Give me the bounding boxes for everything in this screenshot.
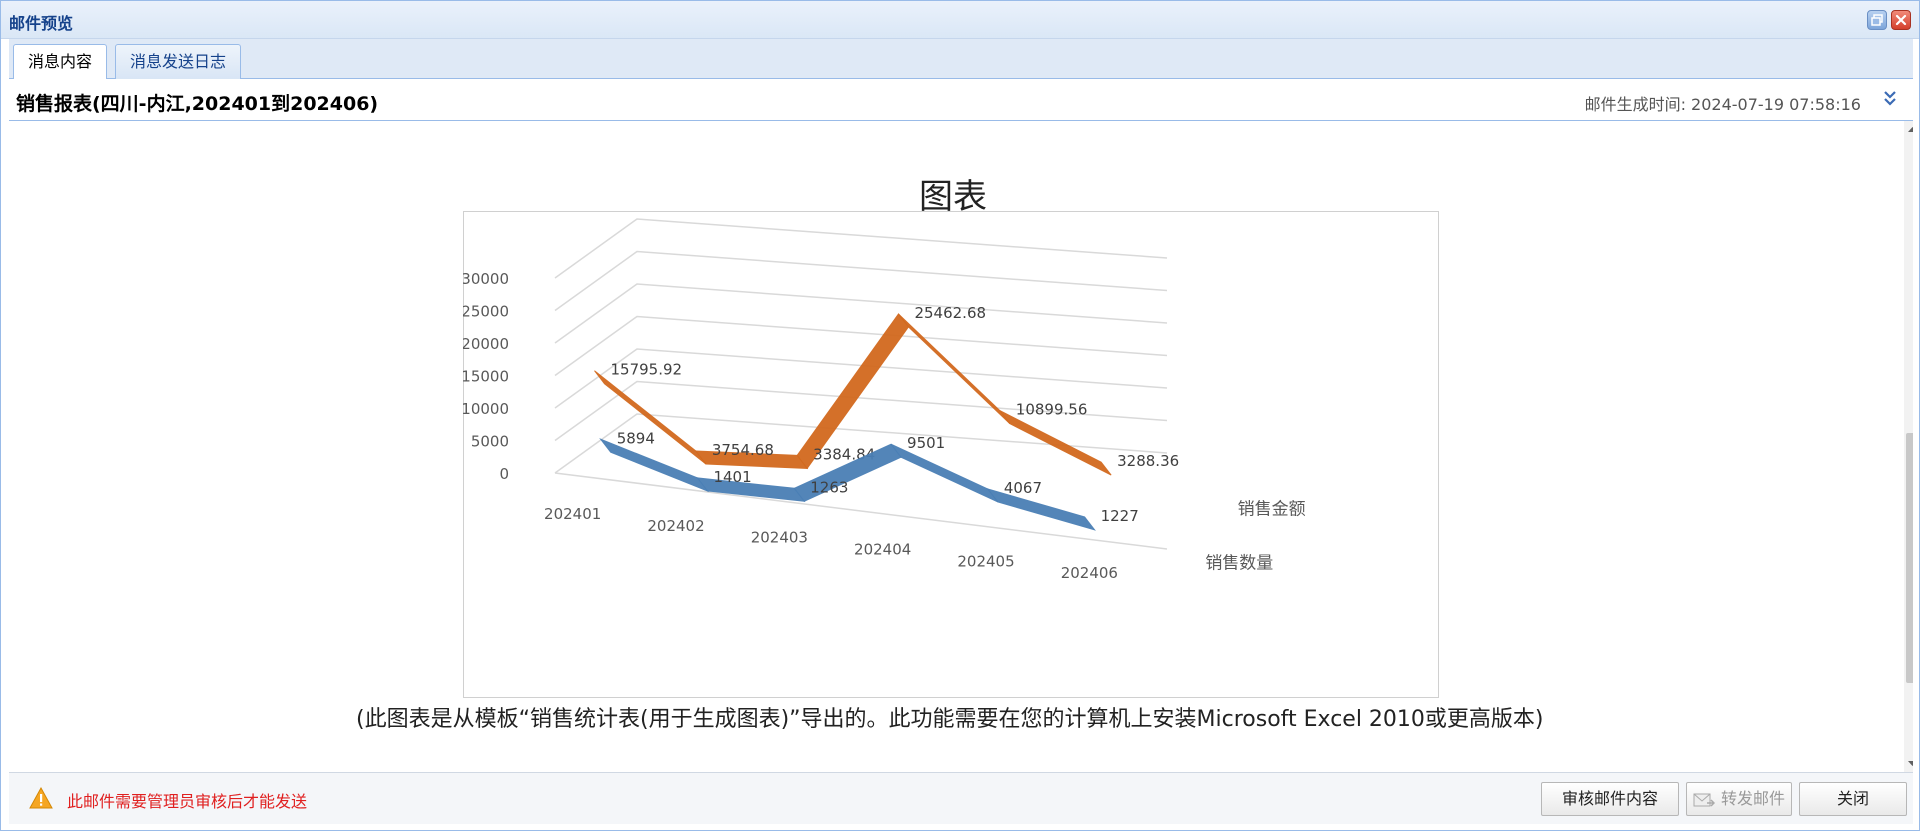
data-label: 3754.68 xyxy=(712,441,774,459)
tab-bar: 消息内容 消息发送日志 xyxy=(9,39,1913,81)
close-label: 关闭 xyxy=(1836,789,1869,808)
data-label: 3288.36 xyxy=(1117,452,1179,470)
chevron-double-down-icon[interactable] xyxy=(1881,89,1899,109)
sales-chart: 0 5000 10000 15000 20000 25000 30000 202401 2024… xyxy=(463,218,1306,582)
review-mail-button[interactable]: 审核邮件内容 xyxy=(1541,782,1679,816)
title-bar: 邮件预览 xyxy=(1,1,1919,39)
y-tick-label: 5000 xyxy=(471,433,509,451)
scroll-up-icon[interactable] xyxy=(1904,121,1913,138)
y-tick-label: 25000 xyxy=(463,303,509,321)
close-button[interactable]: 关闭 xyxy=(1799,782,1907,816)
y-tick-label: 10000 xyxy=(463,400,509,418)
close-icon xyxy=(1895,14,1907,26)
scroll-down-icon[interactable] xyxy=(1904,755,1913,772)
review-mail-label: 审核邮件内容 xyxy=(1561,789,1658,808)
gridline xyxy=(554,283,1168,344)
data-label: 5894 xyxy=(617,429,655,447)
footer-bar: 此邮件需要管理员审核后才能发送 审核邮件内容 转发邮件 关闭 xyxy=(9,772,1913,824)
close-window-button[interactable] xyxy=(1891,10,1911,30)
x-tick-label: 202404 xyxy=(854,540,911,558)
gridline xyxy=(554,348,1168,409)
series-label: 销售数量 xyxy=(1205,554,1273,574)
x-tick-label: 202402 xyxy=(647,517,704,535)
forward-mail-button[interactable]: 转发邮件 xyxy=(1686,782,1792,816)
data-label: 1227 xyxy=(1101,507,1139,525)
gridline xyxy=(554,218,1168,279)
x-tick-label: 202401 xyxy=(544,505,601,523)
subject-bar: 销售报表(四川-内江,202401到202406) 邮件生成时间: 2024-0… xyxy=(9,79,1913,121)
data-label: 15795.92 xyxy=(611,361,683,379)
x-tick-label: 202406 xyxy=(1061,564,1118,582)
series-ribbon-segment xyxy=(999,410,1112,476)
x-tick-label: 202403 xyxy=(751,529,808,547)
chart-note: (此图表是从模板“销售统计表(用于生成图表)”导出的。此功能需要在您的计算机上安… xyxy=(356,707,1544,732)
x-tick-label: 202405 xyxy=(957,552,1014,570)
series-label: 销售金额 xyxy=(1238,499,1306,519)
generated-time: 邮件生成时间: 2024-07-19 07:58:16 xyxy=(1584,95,1861,114)
y-tick-label: 0 xyxy=(499,465,509,483)
y-tick-label: 30000 xyxy=(463,270,509,288)
mail-forward-icon xyxy=(1693,793,1715,807)
gridline xyxy=(554,250,1168,312)
data-label: 10899.56 xyxy=(1016,401,1088,419)
window-title: 邮件预览 xyxy=(9,14,74,33)
approval-warning: 此邮件需要管理员审核后才能发送 xyxy=(67,792,308,811)
series-ribbon-segment xyxy=(890,443,999,503)
data-label: 1401 xyxy=(713,468,751,486)
chart-title: 图表 xyxy=(919,177,987,217)
data-label: 9501 xyxy=(907,434,945,452)
restore-icon xyxy=(1871,14,1883,26)
floor-edge xyxy=(554,472,1168,550)
y-tick-label: 15000 xyxy=(463,368,509,386)
series-ribbon-segment xyxy=(986,488,1096,531)
restore-button[interactable] xyxy=(1867,10,1887,30)
tab-send-log[interactable]: 消息发送日志 xyxy=(115,44,242,80)
gridline xyxy=(554,380,1168,442)
data-label: 1263 xyxy=(810,478,848,496)
warning-icon xyxy=(29,787,53,809)
y-tick-label: 20000 xyxy=(463,335,509,353)
forward-mail-label: 转发邮件 xyxy=(1720,789,1785,808)
scroll-thumb[interactable] xyxy=(1906,433,1913,683)
gridline xyxy=(554,315,1168,377)
vertical-scrollbar[interactable] xyxy=(1904,121,1913,772)
mail-subject: 销售报表(四川-内江,202401到202406) xyxy=(16,93,379,115)
tab-message-content[interactable]: 消息内容 xyxy=(13,44,108,81)
data-label: 4067 xyxy=(1004,479,1042,497)
data-label: 25462.68 xyxy=(914,304,986,322)
gridline xyxy=(554,413,1168,474)
message-content: 图表 0 5000 10000 15000 20000 25000 30000 202401 2… xyxy=(9,121,1913,772)
